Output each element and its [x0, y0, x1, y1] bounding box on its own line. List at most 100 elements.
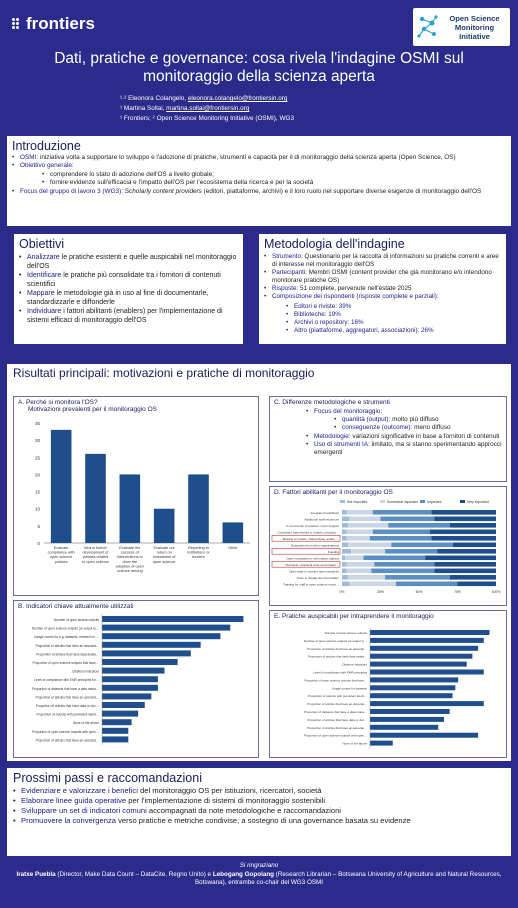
x-tick-label: funders [192, 555, 205, 559]
bar-segment [351, 549, 386, 554]
results-section: Risultati principali: motivazioni e prat… [7, 364, 511, 761]
bar [370, 724, 439, 730]
category-label: Proportion of open science outputs that … [33, 661, 99, 665]
bar [102, 659, 178, 665]
y-tick-label: 15 [35, 490, 41, 495]
y-tick-label: 10 [35, 507, 41, 512]
bar [370, 669, 484, 675]
next-steps-heading: Prossimi passi e raccomandazioni [13, 771, 202, 785]
category-label: Technical / practical tools and infrastr… [285, 563, 339, 567]
category-label: Funding [328, 550, 339, 554]
authors-block: ¹·² Eleonora Colangelo, eleonora.colange… [120, 94, 450, 124]
author-email[interactable]: martina.sollai@frontiersin.org [166, 105, 250, 112]
category-label: None of the above [73, 721, 99, 725]
category-label: Open metadata for information objects [286, 556, 339, 560]
bar [370, 716, 444, 722]
author-email[interactable]: eleonora.colangelo@frontiersin.org [187, 95, 288, 102]
category-label: Proportion of outputs with persistent id… [308, 694, 367, 698]
bar-segment [346, 510, 373, 515]
category-label: Proportion of outputs with persistent id… [36, 713, 99, 717]
list-item: OSMI: iniziativa volta a supportare lo s… [12, 154, 506, 162]
category-label: Training for staff in open science monit… [283, 582, 339, 586]
list-item: Evidenziare e valorizzare i benefici del… [13, 786, 505, 796]
bar [102, 633, 221, 640]
y-tick-label: 0 [37, 541, 40, 546]
bar [102, 684, 158, 691]
category-label: Citations indicators [72, 670, 99, 674]
y-tick-label: 20 [35, 472, 41, 477]
category-label: Usage counts for datasets [332, 686, 367, 690]
x-tick-label: science among [117, 569, 143, 573]
category-label: Proportion of articles that have data av… [36, 652, 99, 656]
chart-d-title: D. Fattori abilitanti per il monitoraggi… [274, 489, 393, 496]
category-label: Sharing of results, shared data, and/or … [282, 537, 339, 541]
chart-a-box: A. Perché si monitora l'OS? Motivazioni … [13, 396, 259, 596]
list-item: Obiettivo generale: [12, 162, 506, 170]
methods-box: C. Differenze metodologiche e strumenti … [269, 396, 507, 482]
bar-segment [342, 536, 347, 541]
x-tick-label: Other [228, 546, 238, 550]
category-label: Number of open science outputs (or outpu… [32, 627, 99, 631]
category-label: Number of open science outputs (or outpu… [304, 639, 367, 643]
osmi-logo-text: Open Science Monitoring Initiative [449, 13, 500, 41]
list-item: quantità (output): molto più diffuso [334, 416, 506, 424]
bar-segment [363, 555, 426, 561]
bar-segment [429, 529, 496, 535]
bar [102, 650, 191, 657]
bar [370, 653, 473, 659]
x-tick-label: investment of [153, 555, 177, 559]
bar-segment [349, 516, 381, 522]
legend-swatch [340, 500, 345, 503]
bar [119, 474, 141, 543]
category-label: Proportion of articles that have an asso… [307, 726, 367, 730]
author-name: ¹·² Eleonora Colangelo, [120, 95, 188, 102]
acknowledgements: Si ringraziano Iratxe Puebla (Director, … [16, 862, 502, 886]
bar-segment [449, 523, 496, 528]
bar [222, 522, 244, 543]
legend-label: Not important [347, 500, 367, 504]
y-tick-label: 30 [35, 438, 41, 443]
category-label: Proportion of open science outputs with … [32, 730, 99, 734]
x-tick-label: 100% [492, 590, 501, 594]
category-label: Number of open access outputs [54, 618, 99, 622]
legend-swatch [420, 500, 425, 503]
x-tick-label: policies [55, 560, 68, 564]
frontiers-mark-icon [12, 17, 22, 31]
x-tick-label: 50% [416, 590, 423, 594]
list-item: Editori e riviste: 39% [286, 303, 501, 311]
bar [50, 429, 72, 543]
category-label: Proportion of articles that have data or… [36, 704, 99, 708]
bar-segment [342, 575, 349, 580]
bar-segment [431, 536, 496, 541]
bar [102, 624, 231, 631]
bar-segment [380, 516, 435, 522]
category-label: Usage counts for e.g. datasets, research… [34, 635, 99, 639]
bar-segment [342, 529, 347, 535]
x-tick-label: 25% [377, 590, 384, 594]
category-label: Proportion of datasets that have a data … [304, 710, 367, 714]
bar-segment [385, 575, 450, 580]
legend-swatch [460, 500, 465, 503]
bar [102, 693, 152, 700]
bar-segment [346, 529, 373, 535]
category-label: Proportion of articles that have an asso… [36, 644, 99, 648]
legend-swatch [380, 500, 385, 503]
category-label: Additional staff resources [304, 517, 339, 521]
next-steps-section: Prossimi passi e raccomandazioni Evidenz… [7, 768, 511, 856]
x-tick-label: open science [50, 555, 72, 559]
bar-segment [452, 542, 496, 548]
list-item: Partecipanti: Membri OSMI (content provi… [264, 269, 501, 285]
list-item: Analizzare le pratiche esistenti e quell… [19, 253, 238, 271]
bar [370, 637, 484, 643]
y-tick-label: 25 [35, 455, 41, 460]
chart-b-title: B. Indicatori chiave attualmente utilizz… [18, 603, 134, 610]
category-label: Integrated workflows [311, 511, 340, 515]
category-label: Proportion of articles that have an asso… [307, 702, 367, 706]
bar-segment [349, 581, 396, 587]
bar [102, 641, 201, 648]
bar [370, 740, 393, 746]
x-tick-label: adoption of open [116, 564, 144, 568]
bar-segment [391, 542, 453, 548]
list-item: Promuovere la convergenza verso pratiche… [13, 816, 505, 826]
bar-segment [342, 562, 347, 567]
